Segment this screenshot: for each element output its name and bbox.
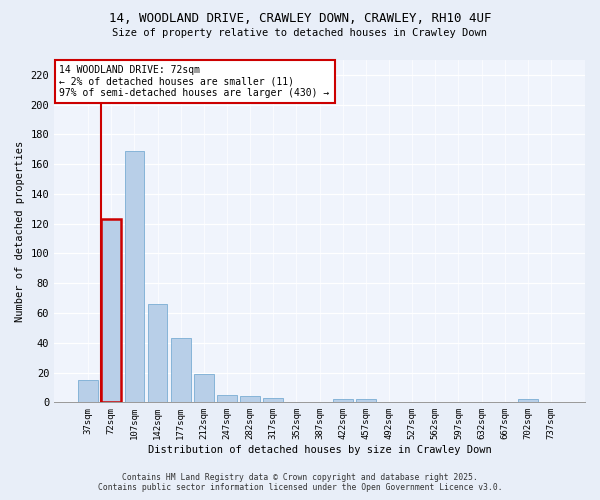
Bar — [263, 398, 283, 402]
Text: Size of property relative to detached houses in Crawley Down: Size of property relative to detached ho… — [113, 28, 487, 38]
Bar — [194, 374, 214, 402]
Bar — [333, 400, 353, 402]
Bar — [148, 304, 167, 402]
Bar — [171, 338, 191, 402]
Y-axis label: Number of detached properties: Number of detached properties — [15, 140, 25, 322]
Bar — [125, 151, 144, 403]
Text: Contains HM Land Registry data © Crown copyright and database right 2025.
Contai: Contains HM Land Registry data © Crown c… — [98, 473, 502, 492]
Text: 14, WOODLAND DRIVE, CRAWLEY DOWN, CRAWLEY, RH10 4UF: 14, WOODLAND DRIVE, CRAWLEY DOWN, CRAWLE… — [109, 12, 491, 26]
Bar — [356, 400, 376, 402]
Bar — [518, 400, 538, 402]
Bar — [101, 220, 121, 402]
Bar — [217, 395, 237, 402]
X-axis label: Distribution of detached houses by size in Crawley Down: Distribution of detached houses by size … — [148, 445, 491, 455]
Text: 14 WOODLAND DRIVE: 72sqm
← 2% of detached houses are smaller (11)
97% of semi-de: 14 WOODLAND DRIVE: 72sqm ← 2% of detache… — [59, 65, 330, 98]
Bar — [241, 396, 260, 402]
Bar — [78, 380, 98, 402]
